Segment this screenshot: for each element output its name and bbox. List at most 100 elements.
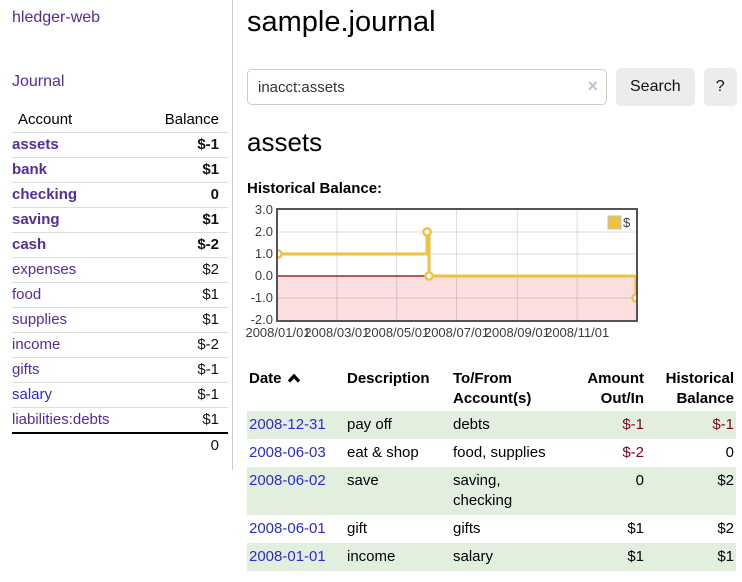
account-link-expenses[interactable]: expenses — [12, 261, 77, 278]
sidebar-item-journal[interactable]: Journal — [12, 73, 65, 90]
transaction-date-link[interactable]: 2008-12-31 — [249, 416, 326, 433]
account-balance: $2 — [138, 257, 228, 283]
transaction-date-link[interactable]: 2008-06-03 — [249, 444, 326, 461]
transaction-amount: $-1 — [622, 416, 644, 433]
accounts-header-account: Account — [18, 111, 73, 128]
register-header-line: Description — [347, 370, 430, 387]
account-name-cell: checking — [12, 182, 139, 208]
transaction-balance: $1 — [717, 548, 734, 565]
transaction-date-link[interactable]: 2008-06-01 — [249, 520, 326, 537]
transaction-row: 2008-06-01 gift gifts $1 $2 — [247, 515, 736, 543]
account-row: saving $1 — [12, 207, 228, 233]
chart-title: Historical Balance: — [247, 180, 383, 197]
x-tick-label: 2008/03/01 — [304, 325, 370, 340]
transaction-accounts: food, supplies — [451, 439, 561, 467]
account-row: checking 0 — [12, 182, 228, 208]
transaction-amount: $1 — [627, 520, 644, 537]
account-balance: $1 — [138, 207, 228, 233]
register-header-amount: Amount Out/In — [561, 367, 646, 411]
y-tick-label: 0.0 — [254, 268, 273, 283]
transaction-accounts-line: food, supplies — [453, 444, 546, 461]
main-content: sample.journal × Search ? assets Histori… — [233, 0, 742, 571]
account-link-income[interactable]: income — [12, 336, 61, 353]
account-link-cash[interactable]: cash — [12, 236, 47, 253]
account-link-saving[interactable]: saving — [12, 211, 60, 228]
accounts-total-value: 0 — [138, 432, 228, 458]
search-input[interactable] — [247, 69, 607, 105]
account-row: food $1 — [12, 282, 228, 308]
account-name-cell: bank — [12, 157, 139, 183]
transaction-row: 2008-06-03 eat & shop food, supplies $-2 0 — [247, 439, 736, 467]
account-link-assets[interactable]: assets — [12, 136, 59, 153]
account-name-cell: expenses — [12, 257, 139, 283]
transaction-amount: $1 — [627, 548, 644, 565]
transaction-accounts: gifts — [451, 515, 561, 543]
page-title: sample.journal — [247, 6, 436, 38]
x-tick-label: 2008/05/01 — [364, 325, 430, 340]
register-header-tofrom: To/From Account(s) — [451, 367, 561, 411]
transaction-amount: 0 — [635, 472, 644, 489]
transaction-date-link[interactable]: 2008-06-02 — [249, 472, 326, 489]
account-balance: $1 — [138, 282, 228, 308]
account-row: expenses $2 — [12, 257, 228, 283]
account-row: bank $1 — [12, 157, 228, 183]
register-header-description: Description — [345, 367, 451, 411]
account-link-supplies[interactable]: supplies — [12, 311, 68, 328]
account-link-gifts[interactable]: gifts — [12, 361, 40, 378]
transaction-accounts: saving, checking — [451, 467, 561, 515]
transaction-date-cell: 2008-06-01 — [247, 515, 345, 543]
transaction-date-cell: 2008-06-03 — [247, 439, 345, 467]
clear-search-icon[interactable]: × — [587, 76, 598, 96]
account-balance: $-2 — [138, 332, 228, 358]
account-balance: $1 — [138, 157, 228, 183]
transaction-row: 2008-06-02 save saving, checking 0 $2 — [247, 467, 736, 515]
account-row: liabilities:debts $1 — [12, 407, 228, 433]
account-link-liabilities-debts[interactable]: liabilities:debts — [12, 411, 110, 428]
accounts-table: Account Balance assets $-1 bank $1 checking 0… — [12, 108, 228, 458]
account-row: salary $-1 — [12, 382, 228, 408]
account-link-bank[interactable]: bank — [12, 161, 48, 178]
accounts-total-row: 0 — [12, 432, 228, 458]
account-name-cell: cash — [12, 232, 139, 258]
chevron-up-icon — [287, 373, 300, 383]
account-name-cell: assets — [12, 132, 139, 158]
x-tick-label: 2008/07/01 — [423, 325, 490, 340]
historical-balance-chart: $3.0 2.0 1.0 0.0 -1.0 -2.0 2008/01/01 2008/03/0… — [245, 202, 667, 346]
account-row: supplies $1 — [12, 307, 228, 333]
accounts-header-balance: Balance — [164, 111, 219, 128]
account-row: income $-2 — [12, 332, 228, 358]
account-row: assets $-1 — [12, 132, 228, 158]
account-balance: $-1 — [138, 132, 228, 158]
account-link-checking[interactable]: checking — [12, 186, 78, 203]
account-name-cell: liabilities:debts — [12, 407, 139, 433]
help-button[interactable]: ? — [703, 68, 737, 106]
account-heading: assets — [247, 127, 323, 157]
transaction-accounts-line: debts — [453, 416, 490, 433]
account-balance: $-1 — [138, 382, 228, 408]
account-link-salary[interactable]: salary — [12, 386, 53, 403]
register-header-line: To/From — [453, 370, 512, 387]
transaction-row: 2008-01-01 income salary $1 $1 — [247, 543, 736, 571]
search-button[interactable]: Search — [616, 68, 695, 106]
register-table: Date Description To/From Account(s) Amount Ou… — [247, 367, 736, 571]
x-tick-label: 2008/09/01 — [484, 325, 550, 340]
y-tick-label: 1.0 — [254, 246, 273, 261]
transaction-amount: $-2 — [622, 444, 644, 461]
transaction-balance: 0 — [725, 444, 734, 461]
account-row: cash $-2 — [12, 232, 228, 258]
transaction-description: pay off — [347, 416, 392, 433]
transaction-balance: $-1 — [712, 416, 734, 433]
legend-swatch — [607, 215, 622, 230]
register-header-line: Account(s) — [453, 390, 532, 407]
register-header-line: Date — [249, 369, 343, 389]
transaction-accounts-line: saving, — [453, 472, 501, 489]
account-balance: $-2 — [138, 232, 228, 258]
app-title-link[interactable]: hledger-web — [12, 9, 101, 26]
account-balance: $1 — [138, 307, 228, 333]
register-header-date[interactable]: Date — [247, 367, 345, 411]
transaction-date-link[interactable]: 2008-01-01 — [249, 548, 326, 565]
data-point — [422, 227, 432, 237]
account-link-food[interactable]: food — [12, 286, 42, 303]
account-balance: $1 — [138, 407, 228, 433]
register-header-row: Date Description To/From Account(s) Amount Ou… — [247, 367, 736, 411]
